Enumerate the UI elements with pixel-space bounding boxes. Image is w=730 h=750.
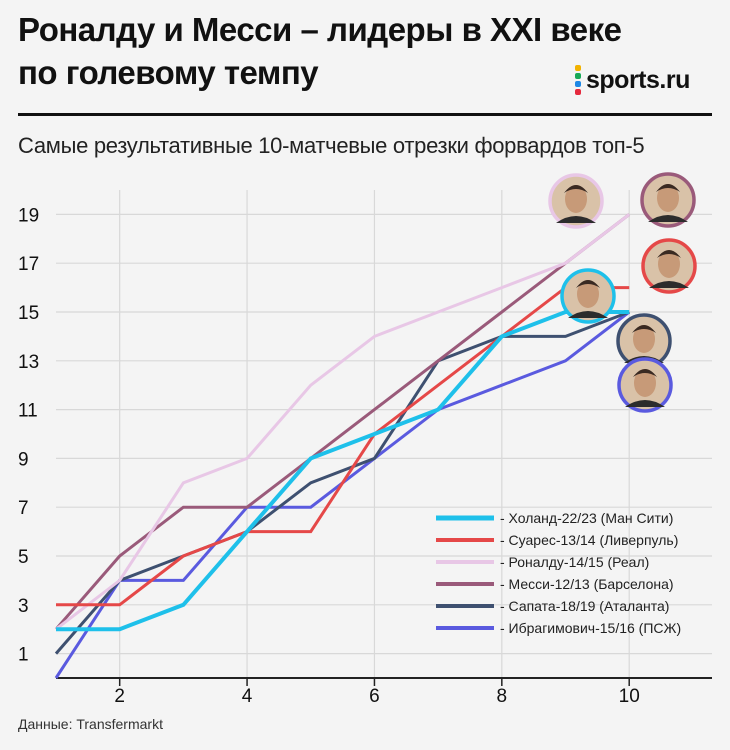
y-tick-label: 13 [18, 352, 39, 373]
y-tick-label: 1 [18, 645, 29, 666]
zapata-avatar-icon [616, 313, 672, 369]
ibrahimovic-avatar-icon [617, 357, 673, 413]
legend-label: - Ибрагимович-15/16 (ПСЖ) [500, 620, 681, 636]
haaland-avatar-icon [560, 268, 616, 324]
player-avatars [548, 172, 697, 413]
x-tick-label: 10 [619, 686, 640, 707]
x-tick-label: 4 [242, 686, 253, 707]
ronaldo-avatar-icon [548, 173, 604, 229]
y-tick-label: 11 [18, 401, 38, 422]
y-tick-label: 17 [18, 254, 39, 275]
y-tick-label: 3 [18, 596, 29, 617]
x-tick-label: 8 [497, 686, 508, 707]
series-lines [54, 213, 631, 679]
y-tick-label: 19 [18, 205, 39, 226]
messi-avatar-icon [640, 172, 696, 228]
series-line [56, 310, 630, 632]
logo-dots-icon [574, 65, 582, 95]
y-tick-label: 5 [18, 547, 29, 568]
y-tick-label: 9 [18, 449, 29, 470]
legend-label: - Сапата-18/19 (Аталанта) [500, 598, 669, 614]
sports-ru-logo: sports.ru [574, 60, 690, 100]
suarez-avatar-icon [641, 238, 697, 294]
x-tick-label: 2 [114, 686, 125, 707]
y-tick-label: 15 [18, 303, 39, 324]
x-tick-label: 6 [369, 686, 380, 707]
y-tick-label: 7 [18, 498, 29, 519]
logo-text: sports.ru [586, 65, 690, 94]
data-source: Данные: Transfermarkt [18, 716, 163, 732]
title-line-2: по голевому темпу [18, 54, 319, 91]
legend: - Холанд-22/23 (Ман Сити) - Суарес-13/14 … [436, 510, 681, 636]
chart-subtitle: Самые результативные 10-матчевые отрезки… [18, 133, 645, 158]
legend-label: - Роналду-14/15 (Реал) [500, 554, 649, 570]
series-line [55, 213, 631, 631]
series-line [54, 310, 630, 655]
header-divider [18, 113, 712, 116]
legend-label: - Месси-12/13 (Барселона) [500, 576, 674, 592]
chart-title: Роналду и Месси – лидеры в XXI веке по г… [18, 8, 718, 94]
legend-label: - Суарес-13/14 (Ливерпуль) [500, 532, 678, 548]
legend-label: - Холанд-22/23 (Ман Сити) [500, 510, 673, 526]
series-line [56, 286, 630, 607]
title-line-1: Роналду и Месси – лидеры в XXI веке [18, 11, 622, 48]
